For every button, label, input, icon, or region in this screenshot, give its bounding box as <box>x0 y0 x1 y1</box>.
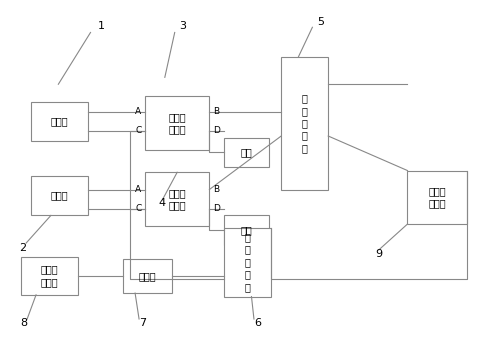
Text: 4: 4 <box>159 198 166 208</box>
Text: 负载: 负载 <box>241 148 252 157</box>
Text: 腔
体
合
路
器: 腔 体 合 路 器 <box>302 93 308 153</box>
Bar <box>145 172 209 226</box>
Bar <box>407 171 467 224</box>
Text: 双
工
合
路
器: 双 工 合 路 器 <box>245 232 250 292</box>
Text: 自动切
换设备: 自动切 换设备 <box>168 188 186 210</box>
Bar <box>224 228 271 296</box>
Text: 接收机: 接收机 <box>138 271 156 281</box>
Text: B: B <box>213 108 219 116</box>
Text: 5: 5 <box>317 17 324 27</box>
Text: A: A <box>135 108 141 116</box>
Text: 自动切
换设备: 自动切 换设备 <box>168 112 186 134</box>
Text: 3: 3 <box>180 21 187 31</box>
Text: 负载: 负载 <box>241 225 252 235</box>
Text: 待测试
隔离器: 待测试 隔离器 <box>428 186 446 208</box>
Text: C: C <box>135 126 141 135</box>
Text: 6: 6 <box>254 318 261 328</box>
Text: 7: 7 <box>139 318 146 328</box>
Text: A: A <box>135 185 141 194</box>
Text: 2: 2 <box>19 243 26 253</box>
Bar <box>224 138 269 167</box>
Bar <box>145 96 209 150</box>
Bar <box>31 176 88 215</box>
Text: C: C <box>135 204 141 213</box>
Bar <box>224 215 269 245</box>
Text: D: D <box>213 126 220 135</box>
Text: 8: 8 <box>20 318 27 328</box>
Text: 信号源: 信号源 <box>51 191 68 200</box>
Text: 信号源: 信号源 <box>51 116 68 126</box>
Text: 中央控
制单元: 中央控 制单元 <box>41 264 58 287</box>
Bar <box>123 259 172 293</box>
Text: B: B <box>213 185 219 194</box>
Bar <box>31 102 88 141</box>
Text: D: D <box>213 204 220 213</box>
Bar <box>281 57 328 190</box>
Text: 9: 9 <box>375 249 382 259</box>
Bar <box>21 257 78 295</box>
Text: 1: 1 <box>98 21 105 31</box>
